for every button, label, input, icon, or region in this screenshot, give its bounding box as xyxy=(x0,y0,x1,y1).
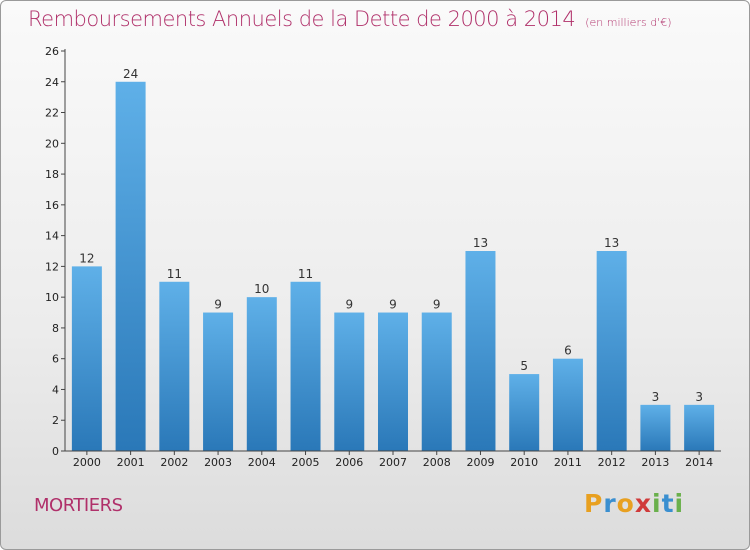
bar-value-label: 24 xyxy=(123,67,138,81)
bar-value-label: 9 xyxy=(433,298,441,312)
logo-letter: i xyxy=(652,489,662,518)
axes-group: 2000 2001 2002 2003 2004 2005 2006 2007 2008 2009… xyxy=(45,45,721,469)
logo-letter: i xyxy=(674,489,685,518)
bar-2008 xyxy=(421,312,452,451)
bar-2005 xyxy=(290,281,321,451)
x-tick-label: 2013 xyxy=(641,456,669,469)
x-tick-label: 2005 xyxy=(292,456,320,469)
y-tick-label: 4 xyxy=(52,383,59,396)
chart-subtitle: (en milliers d'€) xyxy=(585,16,672,29)
logo-letter: x xyxy=(634,489,652,518)
x-tick-label: 2009 xyxy=(466,456,494,469)
x-tick-label: 2006 xyxy=(335,456,363,469)
y-tick-label: 24 xyxy=(45,76,59,89)
bar-value-label: 9 xyxy=(214,298,222,312)
bar-2000 xyxy=(71,266,102,451)
bar-value-label: 5 xyxy=(520,359,528,373)
logo-letter: t xyxy=(661,489,675,518)
bar-value-label: 11 xyxy=(298,267,313,281)
bar-2012 xyxy=(596,251,627,451)
bar-2007 xyxy=(378,312,408,451)
logo-letter: o xyxy=(616,489,635,518)
y-tick-label: 6 xyxy=(52,353,59,366)
bar-value-label: 6 xyxy=(564,344,572,358)
bar-value-label: 3 xyxy=(652,390,660,404)
x-tick-label: 2014 xyxy=(685,456,713,469)
x-tick-label: 2000 xyxy=(73,456,101,469)
bar-2006 xyxy=(334,312,365,451)
bar-2013 xyxy=(640,404,671,451)
x-tick-label: 2010 xyxy=(510,456,538,469)
proxiti-logo: Proxiti xyxy=(584,489,684,518)
y-tick-label: 0 xyxy=(52,445,59,458)
bar-2010 xyxy=(509,374,540,451)
bars-group: 12 24 11 9 10 11 9 9 9 13 5 6 13 3 3 xyxy=(71,67,715,452)
x-tick-label: 2011 xyxy=(554,456,582,469)
bar-value-label: 11 xyxy=(167,267,182,281)
y-tick-label: 12 xyxy=(45,260,59,273)
x-tick-label: 2008 xyxy=(423,456,451,469)
bar-2004 xyxy=(246,297,277,451)
bar-2003 xyxy=(203,312,234,451)
y-tick-label: 8 xyxy=(52,322,59,335)
logo-letter: P xyxy=(584,489,604,518)
y-tick-label: 14 xyxy=(45,230,59,243)
logo-letter: r xyxy=(603,489,617,518)
y-tick-label: 16 xyxy=(45,199,59,212)
x-tick-label: 2007 xyxy=(379,456,407,469)
y-tick-label: 10 xyxy=(45,291,59,304)
bar-value-label: 13 xyxy=(604,236,619,250)
bar-2014 xyxy=(684,404,715,451)
bar-2009 xyxy=(465,251,496,451)
x-tick-label: 2004 xyxy=(248,456,276,469)
bar-value-label: 12 xyxy=(79,251,94,265)
bar-value-label: 10 xyxy=(254,282,269,296)
x-tick-label: 2002 xyxy=(160,456,188,469)
bar-value-label: 9 xyxy=(389,298,397,312)
y-tick-label: 2 xyxy=(52,414,59,427)
commune-name: MORTIERS xyxy=(34,495,123,516)
y-tick-label: 20 xyxy=(45,137,59,150)
bar-2011 xyxy=(552,358,583,451)
chart-title-text: Remboursements Annuels de la Dette de 20… xyxy=(28,7,576,31)
bar-2001 xyxy=(115,81,146,452)
x-tick-label: 2001 xyxy=(117,456,145,469)
bar-value-label: 13 xyxy=(473,236,488,250)
bar-value-label: 9 xyxy=(345,298,353,312)
x-tick-label: 2012 xyxy=(598,456,626,469)
y-tick-label: 22 xyxy=(45,107,59,120)
bar-2002 xyxy=(159,281,190,451)
x-tick-label: 2003 xyxy=(204,456,232,469)
y-tick-label: 18 xyxy=(45,168,59,181)
chart-title: Remboursements Annuels de la Dette de 20… xyxy=(28,7,671,31)
y-tick-label: 26 xyxy=(45,45,59,58)
bar-value-label: 3 xyxy=(695,390,703,404)
